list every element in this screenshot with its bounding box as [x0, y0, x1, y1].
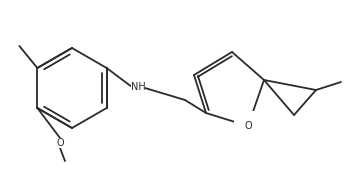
Text: O: O: [56, 138, 64, 148]
Text: O: O: [244, 121, 252, 131]
Text: NH: NH: [131, 82, 145, 92]
